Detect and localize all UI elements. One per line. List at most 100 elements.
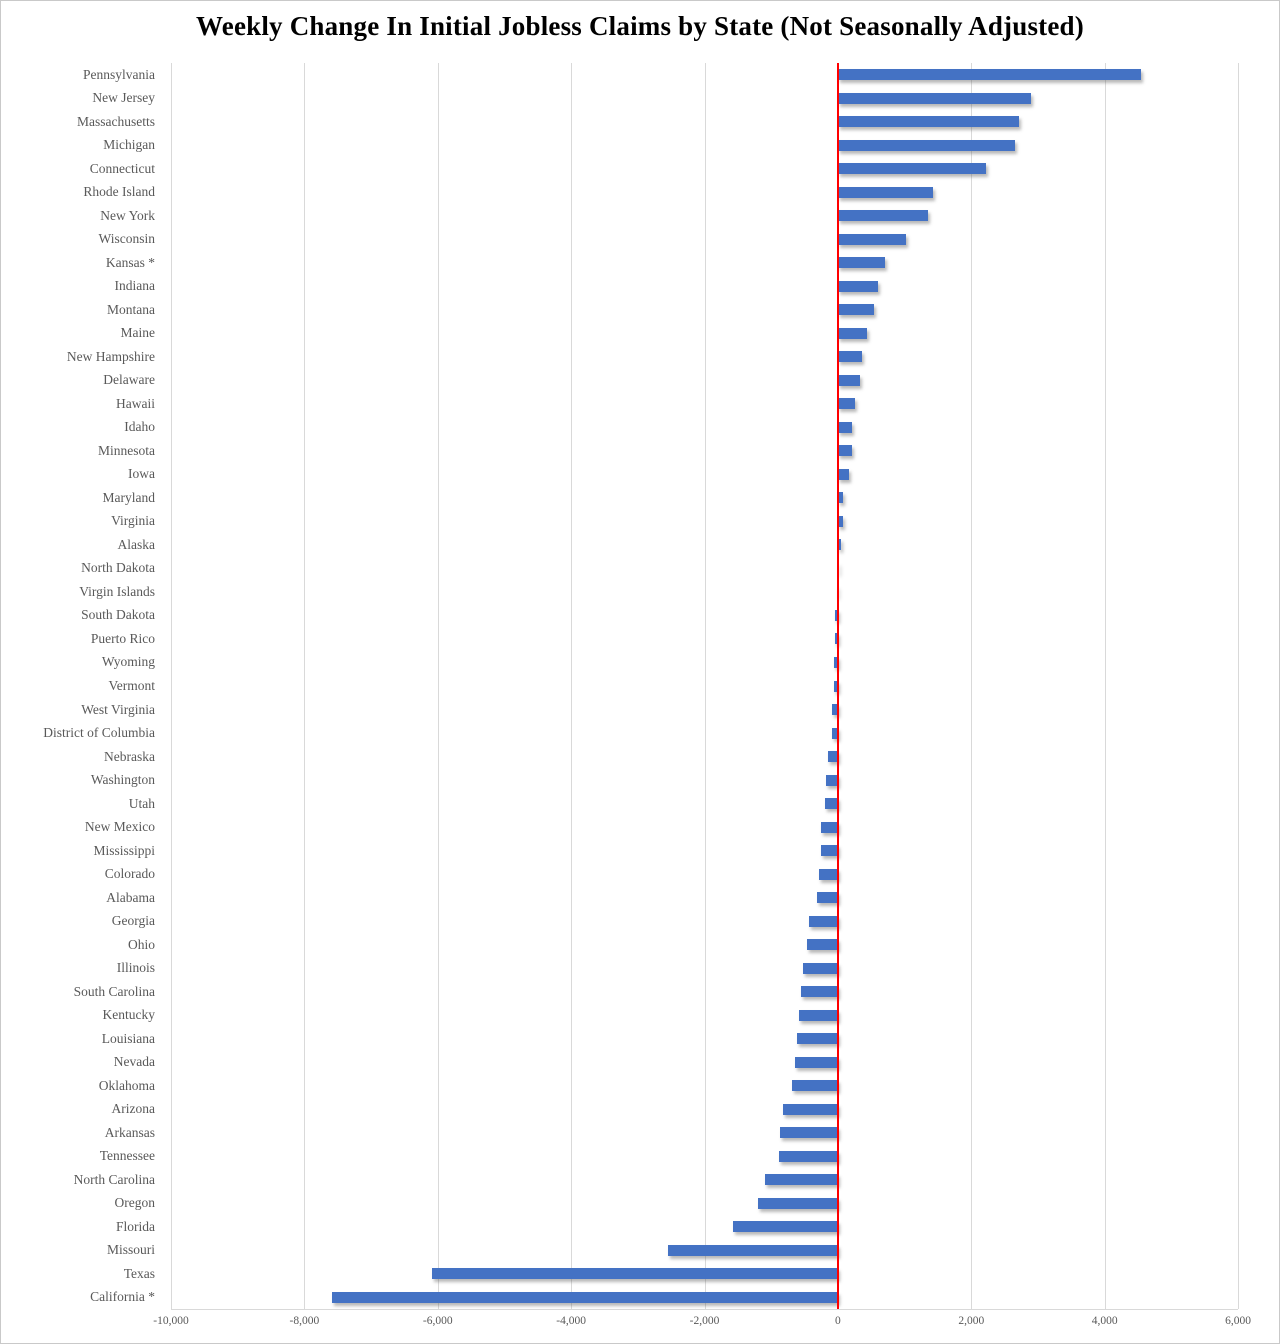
x-tick-label: -8,000 (289, 1315, 320, 1327)
bar (821, 821, 838, 833)
gridline (1104, 63, 1106, 1309)
bar (796, 1033, 838, 1045)
bar (837, 116, 1019, 128)
bar (837, 351, 862, 363)
category-label: Nebraska (104, 748, 155, 764)
x-tick-label: -6,000 (422, 1315, 453, 1327)
category-label: Virginia (111, 513, 155, 529)
category-label: Maryland (102, 489, 155, 505)
category-label: Massachusetts (77, 113, 155, 129)
category-label: Wisconsin (98, 231, 155, 247)
x-tick-label: 6,000 (1225, 1315, 1251, 1327)
category-label: Louisiana (101, 1030, 155, 1046)
bar (791, 1080, 838, 1092)
x-tick-label: -2,000 (689, 1315, 720, 1327)
bar (825, 774, 838, 786)
bar (764, 1174, 838, 1186)
category-label: Mississippi (93, 842, 155, 858)
category-label: Montana (107, 301, 155, 317)
category-label: Wyoming (101, 654, 155, 670)
bar (837, 492, 844, 504)
category-label: New Hampshire (66, 348, 155, 364)
plot-area (171, 63, 1239, 1310)
category-label: District of Columbia (43, 725, 155, 740)
category-label: Hawaii (116, 395, 155, 411)
category-label: Colorado (104, 866, 155, 882)
bar (837, 398, 856, 410)
category-label: Indiana (114, 278, 155, 294)
x-tick-label: 4,000 (1091, 1315, 1118, 1327)
bar (820, 845, 838, 857)
bar (779, 1127, 838, 1139)
category-label: West Virginia (81, 701, 155, 717)
gridline (571, 63, 573, 1309)
bar (837, 233, 906, 245)
category-label: Utah (128, 795, 155, 811)
bar (834, 633, 838, 645)
category-label: North Carolina (73, 1171, 155, 1187)
category-label: Delaware (103, 372, 155, 388)
category-label: Rhode Island (83, 184, 155, 200)
category-label: Illinois (116, 960, 155, 976)
bar (837, 280, 878, 292)
bar (834, 609, 838, 621)
category-label: South Carolina (73, 983, 155, 999)
x-tick-label: 0 (835, 1315, 841, 1327)
category-label: New York (100, 207, 155, 223)
category-label: New Mexico (84, 819, 155, 835)
bar (778, 1150, 838, 1162)
bar (837, 139, 1015, 151)
bar (833, 680, 838, 692)
bar (800, 986, 838, 998)
bar (837, 92, 1032, 104)
gridline (704, 63, 706, 1309)
bar (432, 1268, 838, 1280)
bar (832, 704, 838, 715)
category-label: Texas (123, 1265, 155, 1281)
x-tick-label: 2,000 (958, 1315, 985, 1327)
category-label: Connecticut (89, 160, 155, 176)
category-label: Maine (120, 325, 156, 341)
category-label: Oregon (114, 1195, 156, 1211)
bar (837, 421, 853, 433)
category-label: Georgia (111, 913, 155, 929)
category-label: Kansas * (105, 254, 155, 270)
category-label: Alabama (106, 889, 155, 905)
category-label: Florida (116, 1218, 155, 1234)
bar (809, 915, 838, 927)
gridline (304, 63, 306, 1309)
bar (816, 892, 838, 904)
category-label: Oklahoma (98, 1077, 155, 1093)
category-axis: Pennsylvania New Jersey Massachusetts Michi… (1, 63, 155, 1309)
bar (733, 1221, 838, 1233)
category-label: North Dakota (81, 560, 155, 576)
bar (837, 304, 875, 316)
bar (332, 1291, 838, 1303)
bar (798, 1009, 838, 1021)
bar (837, 515, 843, 527)
category-label: Pennsylvania (83, 66, 155, 82)
x-tick-label: -4,000 (556, 1315, 586, 1327)
bar (819, 868, 838, 880)
bar (837, 186, 934, 198)
gridline (171, 63, 172, 1309)
category-label: Alaska (117, 536, 156, 552)
bar (824, 798, 838, 810)
category-label: Arkansas (104, 1124, 155, 1140)
value-axis: -10,000 -8,000 -6,000 -4,000 -2,000 0 2,000 4,0… (153, 1315, 1251, 1337)
bar (827, 751, 838, 763)
bar (837, 468, 850, 480)
category-label: Tennessee (99, 1148, 155, 1164)
category-label: Arizona (111, 1101, 155, 1117)
bar (795, 1056, 838, 1068)
chart-title: Weekly Change In Initial Jobless Claims … (196, 11, 1084, 41)
category-label: Virgin Islands (79, 583, 155, 599)
category-label: Iowa (128, 466, 155, 482)
category-label: Minnesota (98, 442, 155, 458)
bar (837, 374, 860, 386)
bar (837, 69, 1142, 81)
bar (783, 1103, 838, 1115)
bar (837, 445, 852, 457)
bar (837, 163, 986, 175)
